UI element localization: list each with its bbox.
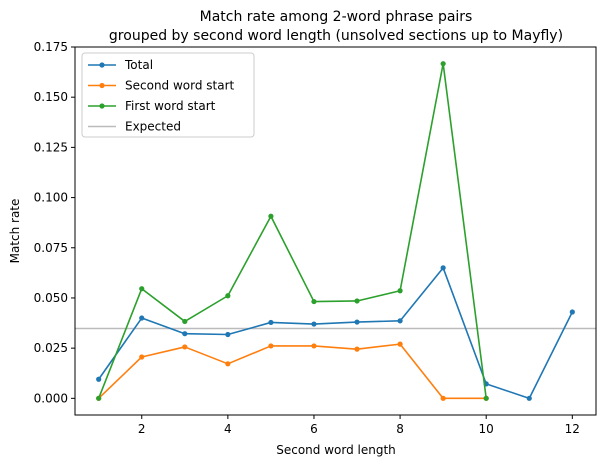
- chart-title-line-1: Match rate among 2-word phrase pairs: [200, 9, 473, 25]
- data-point-second-word-start: [440, 395, 446, 401]
- x-axis: 2 4 6 8 10 12: [138, 415, 580, 436]
- legend-marker: [99, 103, 105, 109]
- data-point-first-word-start: [440, 61, 446, 67]
- chart-title-line-2: grouped by second word length (unsolved …: [109, 28, 563, 44]
- legend-label: Total: [124, 58, 153, 72]
- legend-marker: [99, 82, 105, 89]
- data-point-first-word-start: [354, 298, 360, 304]
- x-tick-label: 4: [224, 422, 232, 436]
- legend-box: [81, 52, 255, 138]
- data-point-total: [440, 265, 446, 271]
- y-axis-label: Match rate: [8, 199, 22, 264]
- legend-label: Second word start: [125, 79, 235, 93]
- y-tick-label: 0.125: [34, 140, 68, 154]
- data-point-total: [96, 376, 102, 382]
- legend-marker: [99, 62, 105, 68]
- series-line-total: [98, 267, 574, 400]
- plot-frame: [74, 46, 597, 416]
- y-tick-label: 0.175: [34, 40, 68, 54]
- y-tick-label: 0.050: [34, 291, 68, 305]
- y-tick-label: 0.075: [34, 241, 68, 255]
- y-tick-label: 0.100: [34, 191, 68, 205]
- x-tick-label: 6: [310, 422, 318, 436]
- data-point-total: [182, 331, 188, 337]
- data-point-first-word-start: [96, 395, 102, 401]
- series-line-first-word-start: [97, 62, 487, 399]
- data-point-total: [311, 321, 317, 327]
- data-point-first-word-start: [311, 298, 317, 305]
- data-point-second-word-start: [182, 344, 188, 350]
- data-point-total: [569, 309, 575, 315]
- legend-entries: Total Second word start First word start Ex…: [88, 58, 235, 134]
- legend: Total Second word start First word start Ex…: [81, 52, 255, 138]
- y-tick-label: 0.000: [34, 391, 68, 405]
- data-point-first-word-start: [139, 286, 145, 292]
- data-point-first-word-start: [182, 318, 188, 325]
- data-point-second-word-start: [225, 361, 231, 367]
- x-tick-label: 8: [396, 422, 404, 436]
- data-point-total: [526, 395, 532, 401]
- data-point-first-word-start: [483, 395, 489, 401]
- data-point-total: [268, 319, 274, 326]
- y-tick-label: 0.150: [34, 90, 68, 104]
- y-tick-label: 0.025: [34, 341, 68, 355]
- data-point-second-word-start: [268, 343, 274, 349]
- data-point-second-word-start: [397, 341, 403, 347]
- y-axis: 0.000 0.025 0.050 0.075 0.100 0.125 0.150 0.175: [34, 40, 75, 405]
- x-tick-label: 12: [565, 422, 580, 436]
- legend-label: Expected: [125, 120, 181, 134]
- legend-label: First word start: [125, 99, 216, 113]
- data-point-second-word-start: [354, 346, 360, 352]
- data-point-second-word-start: [311, 343, 317, 349]
- data-point-total: [139, 315, 145, 321]
- plot-area: [75, 61, 596, 401]
- data-point-first-word-start: [397, 288, 403, 294]
- data-point-second-word-start: [139, 354, 145, 360]
- series-line-second-word-start: [98, 343, 487, 400]
- data-point-total: [225, 331, 231, 338]
- x-tick-label: 2: [138, 422, 146, 436]
- x-tick-label: 10: [479, 422, 494, 436]
- data-point-first-word-start: [225, 293, 231, 299]
- data-point-total: [397, 318, 403, 324]
- x-axis-label: Second word length: [276, 443, 396, 457]
- data-point-total: [354, 319, 360, 325]
- data-point-first-word-start: [268, 213, 274, 219]
